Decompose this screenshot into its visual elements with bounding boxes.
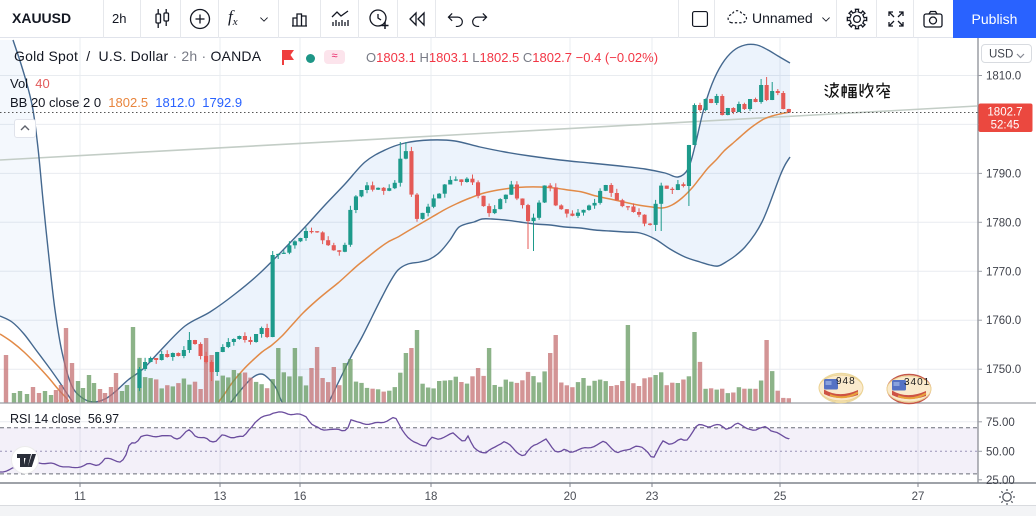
svg-text:USD: USD [989, 49, 1013, 61]
svg-text:11: 11 [74, 491, 86, 503]
svg-text:25: 25 [774, 491, 787, 503]
svg-text:1810.0: 1810.0 [986, 71, 1021, 83]
svg-text:25.00: 25.00 [986, 475, 1015, 487]
svg-text:50.00: 50.00 [986, 446, 1015, 458]
svg-text:3401: 3401 [904, 377, 930, 388]
svg-text:23: 23 [646, 491, 659, 503]
svg-text:1802.7: 1802.7 [987, 107, 1022, 119]
svg-text:52:45: 52:45 [991, 120, 1020, 132]
svg-text:RSI 14 close 56.97: RSI 14 close 56.97 [10, 412, 119, 426]
svg-text:27: 27 [912, 491, 925, 503]
svg-text:1780.0: 1780.0 [986, 217, 1021, 229]
svg-text:1790.0: 1790.0 [986, 168, 1021, 180]
svg-text:18: 18 [425, 491, 438, 503]
svg-text:1750.0: 1750.0 [986, 364, 1021, 376]
svg-text:1770.0: 1770.0 [986, 266, 1021, 278]
svg-text:1760.0: 1760.0 [986, 315, 1021, 327]
svg-text:75.00: 75.00 [986, 417, 1015, 429]
svg-text:13: 13 [214, 491, 227, 503]
svg-text:16: 16 [294, 491, 307, 503]
svg-text:948: 948 [836, 376, 856, 387]
svg-text:20: 20 [564, 491, 577, 503]
